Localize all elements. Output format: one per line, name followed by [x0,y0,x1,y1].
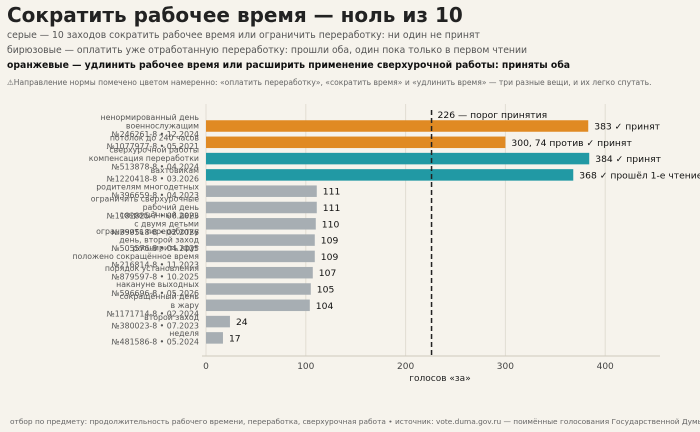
subtitle-teal: бирюзовые — оплатить уже отработанную пе… [7,45,528,56]
color-note: ⚠Направление нормы помечено цветом намер… [7,78,652,87]
bar [206,169,574,181]
category-label: сокращённый день с двумя детьми №399518-8 … [112,211,200,237]
bar [206,201,317,214]
bar-value-label: 17 [229,333,241,344]
threshold-label: 226 — порог принятия [438,110,548,121]
category-label-line: сокращённый день [120,292,200,301]
bar [206,266,313,279]
bar [206,152,590,165]
x-axis-title: голосов «за» [409,374,470,384]
category-label-line: №380023-8 • 07.2023 [112,321,199,330]
category-label: родителям многодетных №396659-8 • 04.2023 [96,182,199,200]
category-label-line: порядок установления [105,264,199,273]
category-label-line: военнослужащим [126,122,199,131]
category-label-line: накануне выходных [116,280,199,289]
category-label-line: в жару [171,301,200,310]
x-tick-label: 100 [297,362,314,372]
category-label-line: положено сокращённое время [72,252,199,261]
category-label: потолок до 240 часов №1077977-8 • 05.2021 [107,134,200,152]
bar [206,120,589,132]
category-label-line: неделя [169,329,199,338]
category-label-line: №399518-8 • 02.2026 [112,228,199,237]
category-label-line: с двумя детьми [134,219,199,228]
category-label-line: №481586-8 • 05.2024 [112,338,199,347]
category-label: сверхурочной работы компенсация переработ… [89,146,199,172]
category-label-line: сокращённый день [120,211,200,220]
category-label: расширить круг положено сокращённое время… [72,243,199,269]
category-label-line: №1171714-8 • 02.2024 [107,309,199,318]
bar-value-label: 24 [236,317,248,328]
bar [206,250,315,263]
bar-value-label: 384 ✓ принят [595,154,661,165]
x-tick-label: 0 [203,362,209,372]
bar-value-label: 300, 74 против ✓ принят [511,138,632,149]
category-label-line: ограничить переработку [96,227,199,236]
x-tick-label: 400 [597,362,614,372]
bar-value-label: 107 [319,268,337,279]
category-label-line: №513878-8 • 04.2024 [112,163,199,172]
bar-value-label: 111 [323,203,341,214]
bar [206,283,311,295]
category-label-line: №1077977-8 • 05.2021 [107,142,199,151]
bar-value-label: 110 [322,219,340,230]
bar [206,136,506,149]
category-label-line: №879597-8 • 10.2025 [112,273,199,282]
bar [206,315,230,328]
x-tick-label: 300 [497,362,514,372]
source-footer: отбор по предмету: продолжительность раб… [10,417,700,426]
bar-value-label: 104 [316,301,334,312]
category-label-line: ограничить сверхурочные [91,194,199,203]
category-label-line: второй заход [144,313,199,322]
category-label-line: расширить круг [133,243,199,252]
category-label-line: №396659-8 • 04.2023 [112,191,199,200]
bar [206,332,223,344]
category-label: второй заход №380023-8 • 07.2023 [112,313,199,331]
category-label: ограничить переработку день, второй заход… [96,227,199,253]
category-label-line: ненормированный день [100,113,199,122]
category-label-line: №246261-8 • 12.2024 [112,130,199,139]
x-tick-label: 200 [397,362,414,372]
category-label: неделя №481586-8 • 05.2024 [112,329,200,347]
subtitle-gray: серые — 10 заходов сократить рабочее вре… [7,30,480,41]
category-label: порядок установления №879597-8 • 10.2025 [105,264,199,282]
subtitle-orange: оранжевые — удлинить рабочее время или р… [7,60,571,71]
bar [206,218,316,230]
bar [206,299,310,312]
bar-value-label: 109 [321,236,339,247]
category-label-line: №216814-8 • 11.2023 [112,261,199,270]
category-label: ограничить сверхурочные рабочий день №1182… [91,194,200,220]
category-label-line: №1182825-7 • 06.2023 [107,212,199,221]
category-label-line: сверхурочной работы [109,146,199,155]
category-label: сокращённый день в жару №1171714-8 • 02.20… [107,292,200,318]
category-label-line: вахтовикам [151,166,199,175]
category-label-line: №1220418-8 • 03.2026 [107,175,199,184]
bar-value-label: 383 ✓ принят [594,122,660,133]
bar-value-label: 105 [317,285,335,296]
category-label: ненормированный день военнослужащим №24626… [100,113,199,139]
category-label-line: компенсация переработки [89,154,199,163]
category-label-line: родителям многодетных [96,182,199,191]
bar-value-label: 368 ✓ прошёл 1-е чтение [579,170,700,181]
page-title: Сократить рабочее время — ноль из 10 [7,3,463,27]
bar-value-label: 111 [323,187,341,198]
category-label: накануне выходных №596696-8 • 05.2026 [112,280,200,298]
bar [206,234,315,246]
category-label: вахтовикам №1220418-8 • 03.2026 [107,166,200,184]
category-label-line: потолок до 240 часов [110,134,200,143]
category-label-line: №505576-8 • 04.2025 [112,244,199,253]
bar-value-label: 109 [321,252,339,263]
bar [206,185,317,197]
category-label-line: день, второй заход [119,236,199,245]
category-label-line: №596696-8 • 05.2026 [112,289,199,298]
category-label-line: рабочий день [143,203,200,212]
